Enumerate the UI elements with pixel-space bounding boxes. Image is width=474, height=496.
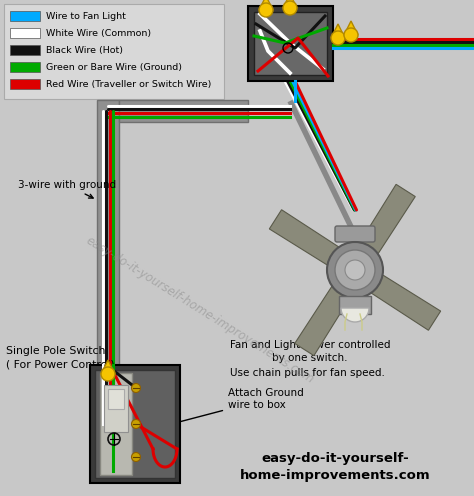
Wedge shape — [341, 308, 369, 322]
Text: easy-do-it-yourself-home-improvements.com: easy-do-it-yourself-home-improvements.co… — [83, 234, 316, 386]
Bar — [10, 79, 40, 89]
Bar — [254, 12, 327, 75]
Bar — [10, 28, 40, 38]
Bar — [104, 385, 128, 432]
FancyBboxPatch shape — [335, 226, 375, 242]
Polygon shape — [331, 24, 345, 38]
Circle shape — [331, 31, 345, 45]
Circle shape — [283, 1, 297, 15]
Bar — [95, 370, 175, 478]
Text: 3-wire with ground: 3-wire with ground — [18, 180, 116, 198]
Bar — [119, 100, 248, 122]
Circle shape — [327, 242, 383, 298]
Text: Black Wire (Hot): Black Wire (Hot) — [46, 46, 123, 55]
Text: Fan and Light Power controlled
by one switch.: Fan and Light Power controlled by one sw… — [230, 340, 391, 363]
Text: Wire to Fan Light: Wire to Fan Light — [46, 12, 126, 21]
Bar — [10, 62, 40, 72]
Text: Green or Bare Wire (Ground): Green or Bare Wire (Ground) — [46, 63, 182, 72]
Bar — [90, 365, 180, 483]
Circle shape — [131, 452, 140, 461]
Circle shape — [131, 383, 140, 392]
Bar — [100, 373, 132, 475]
Circle shape — [335, 250, 375, 290]
Polygon shape — [295, 286, 350, 356]
Polygon shape — [360, 185, 415, 254]
Bar — [248, 6, 333, 81]
Bar — [10, 45, 40, 55]
Text: Red Wire (Traveller or Switch Wire): Red Wire (Traveller or Switch Wire) — [46, 80, 211, 89]
Polygon shape — [101, 360, 115, 374]
Text: Use chain pulls for fan speed.: Use chain pulls for fan speed. — [230, 368, 385, 378]
Text: White Wire (Common): White Wire (Common) — [46, 29, 151, 38]
Circle shape — [345, 260, 365, 280]
Bar — [108, 389, 124, 409]
Polygon shape — [269, 210, 339, 265]
Polygon shape — [344, 21, 358, 35]
Polygon shape — [371, 275, 441, 330]
Text: easy-do-it-yourself-
home-improvements.com: easy-do-it-yourself- home-improvements.c… — [240, 452, 430, 482]
Bar — [339, 296, 371, 314]
Text: Single Pole Switch
( For Power Control): Single Pole Switch ( For Power Control) — [6, 346, 115, 369]
Text: Attach Ground
wire to box: Attach Ground wire to box — [118, 388, 304, 439]
Bar — [97, 100, 119, 365]
Bar — [10, 11, 40, 21]
Circle shape — [344, 28, 358, 42]
Circle shape — [101, 367, 115, 381]
Polygon shape — [283, 0, 297, 8]
Polygon shape — [259, 0, 273, 10]
Bar — [4, 4, 224, 99]
Circle shape — [131, 420, 140, 429]
Circle shape — [259, 3, 273, 17]
